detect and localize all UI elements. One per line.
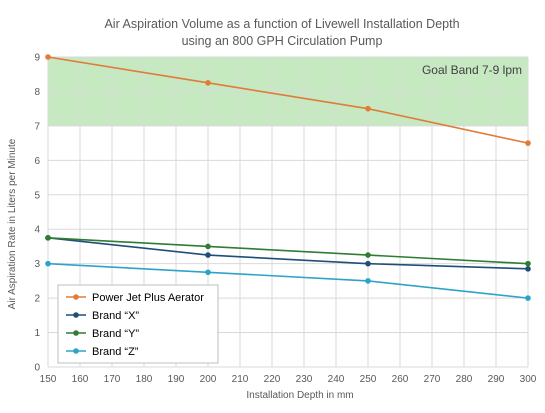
- legend-label: Brand “X”: [92, 310, 139, 322]
- series-line: [47, 237, 529, 270]
- legend-label: Power Jet Plus Aerator: [92, 292, 204, 304]
- data-point: [525, 140, 531, 146]
- data-point: [205, 80, 211, 86]
- data-point: [525, 266, 531, 272]
- series-1: [45, 54, 531, 146]
- y-tick-label: 8: [34, 87, 40, 98]
- y-tick-labels: 0 1 2 3 4 5 6 7 8 9: [34, 53, 40, 374]
- legend-item: Brand “Z”: [66, 346, 139, 358]
- x-tick-label: 260: [392, 374, 409, 385]
- x-tick-labels: 150 160 170 180 190 200 210 220 230 240 250 260 270 2…: [40, 374, 537, 385]
- data-point: [365, 105, 371, 112]
- y-tick-label: 6: [34, 156, 40, 167]
- goal-band-label: Goal Band 7-9 lpm: [422, 63, 522, 77]
- x-tick-label: 270: [424, 374, 441, 385]
- series-line: [47, 237, 529, 265]
- data-point: [45, 260, 51, 267]
- y-tick-label: 5: [34, 190, 40, 201]
- legend-swatch-marker: [73, 330, 79, 336]
- legend-swatch-marker: [73, 348, 79, 354]
- x-tick-label: 250: [360, 374, 377, 385]
- data-point: [45, 54, 51, 60]
- x-tick-label: 190: [168, 374, 185, 385]
- x-tick-label: 170: [104, 374, 121, 385]
- data-point: [365, 260, 371, 267]
- series-line: [47, 262, 529, 299]
- x-tick-label: 210: [232, 374, 249, 385]
- x-tick-label: 200: [200, 374, 217, 385]
- data-point: [205, 243, 211, 250]
- x-tick-label: 220: [264, 374, 281, 385]
- legend-item: Brand “X”: [66, 310, 139, 322]
- series-2: [45, 235, 531, 272]
- legend-box: [57, 284, 219, 364]
- grid: [47, 56, 529, 368]
- chart-title-line-2: using an 800 GPH Circulation Pump: [182, 34, 383, 48]
- y-tick-label: 7: [34, 121, 40, 132]
- x-tick-label: 160: [72, 374, 89, 385]
- data-point: [525, 295, 531, 301]
- y-tick-label: 1: [34, 328, 40, 339]
- legend-item: Power Jet Plus Aerator: [66, 292, 204, 304]
- legend-swatch-marker: [73, 312, 79, 318]
- x-tick-label: 280: [456, 374, 473, 385]
- y-tick-label: 3: [34, 259, 40, 270]
- series-lines: [45, 54, 531, 301]
- data-point: [365, 278, 371, 284]
- legend-label: Brand “Y”: [92, 328, 139, 340]
- y-tick-label: 9: [34, 53, 40, 64]
- x-tick-label: 290: [488, 374, 505, 385]
- legend-label: Brand “Z”: [92, 346, 139, 358]
- x-tick-label: 180: [136, 374, 153, 385]
- x-tick-label: 300: [520, 374, 537, 385]
- series-4: [45, 260, 531, 301]
- y-tick-label: 0: [34, 363, 40, 374]
- series-line: [47, 56, 529, 144]
- legend: Power Jet Plus Aerator Brand “X” Brand “Y”…: [57, 284, 219, 364]
- chart-title-line-1: Air Aspiration Volume as a function of L…: [104, 17, 459, 31]
- y-tick-label: 4: [34, 225, 40, 236]
- data-point: [365, 252, 371, 258]
- x-tick-label: 150: [40, 374, 57, 385]
- y-tick-label: 2: [34, 294, 40, 305]
- x-axis-label: Installation Depth in mm: [246, 390, 353, 401]
- series-3: [45, 235, 531, 267]
- legend-item: Brand “Y”: [66, 328, 139, 340]
- data-point: [205, 269, 211, 276]
- data-point: [205, 252, 211, 258]
- legend-swatch-marker: [73, 294, 79, 300]
- x-tick-label: 230: [296, 374, 313, 385]
- y-axis-label: Air Aspiration Rate in Liters per Minute: [7, 138, 18, 309]
- x-tick-label: 240: [328, 374, 345, 385]
- data-point: [525, 260, 531, 267]
- data-point: [45, 235, 51, 241]
